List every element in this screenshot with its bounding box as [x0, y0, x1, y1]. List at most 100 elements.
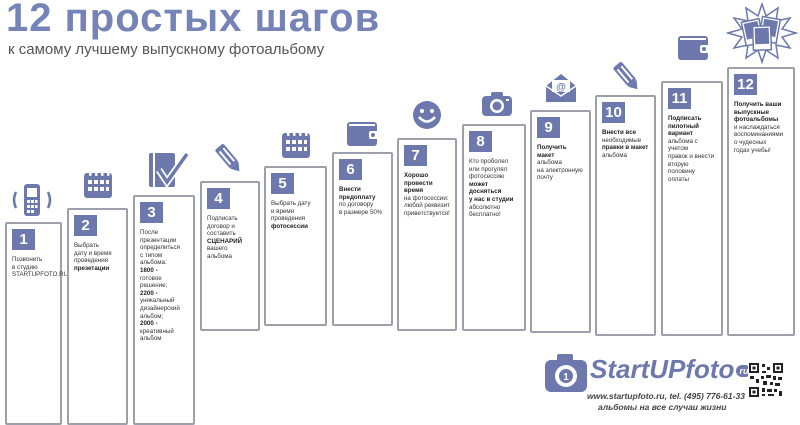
step-number: 8	[469, 131, 492, 152]
step-text-line: STARTUPFOTO.RU	[12, 271, 69, 279]
step-text-line: договор и составить	[207, 222, 236, 238]
step-text-line: и время	[271, 207, 294, 215]
step-text-line: в размере 50%	[339, 208, 383, 216]
step-text-line: провести время	[404, 179, 433, 195]
step-description: Подписать пилотный вариант альбома с учетом…	[668, 115, 717, 183]
email-icon: @	[544, 72, 578, 109]
step-description: Кто проболел или прогулял фотосессию может …	[469, 158, 520, 219]
step-text-line: Получить ваши	[734, 101, 782, 108]
step-text-line: Внести	[339, 186, 361, 193]
step-text-line: альбом	[140, 335, 162, 343]
step-text-line: Позвонить	[12, 256, 43, 263]
step-text-line: необходимые	[602, 136, 642, 144]
step-description: Подписать договор и составить СЦЕНАРИЙ ваше…	[207, 215, 254, 261]
step-text-line: фотосессию	[469, 173, 505, 181]
step-text-line: на электронную	[537, 166, 583, 174]
step-description: Выбрать дату и время проведения фотосессии	[271, 200, 321, 230]
step-text-line: о чудесных	[734, 138, 767, 146]
step-card-4: 4 Подписать договор и составить СЦЕНАРИЙ ваш…	[200, 181, 260, 331]
step-text-line: фотосессии	[271, 222, 308, 230]
step-text-line: презетации	[74, 264, 110, 272]
pencil-icon	[608, 60, 644, 101]
contact-line: www.startupfoto.ru, tel. (495) 776-61-33	[587, 391, 745, 401]
step-description: Внести все необходимые правки в макет альбо…	[602, 129, 650, 159]
step-text-line: у нас в студии	[469, 195, 514, 203]
step-text-line: Внести все	[602, 129, 637, 136]
step-card-5: 5 Выбрать дату и время проведения фотосессии	[264, 166, 327, 326]
pencil-icon	[210, 142, 246, 183]
step-number: 12	[734, 74, 757, 95]
step-text-line: Кто проболел	[469, 158, 509, 165]
step-card-1: 1 Позвонить в студию STARTUPFOTO.RU	[5, 222, 69, 425]
step-text-line: проведения	[271, 215, 306, 223]
camera-icon	[480, 90, 514, 123]
step-text-line: презентации	[140, 236, 177, 244]
step-description: Получить ваши выпускные фотоальбомы и насла…	[734, 101, 789, 154]
step-description: Получить макет альбома на электронную почту	[537, 144, 585, 182]
step-text-line: 1600 -	[140, 266, 158, 274]
step-text-line: с типом альбома:	[140, 251, 167, 267]
photos-icon	[725, 1, 799, 69]
step-description: Хорошо провести время на фотосессии: любой …	[404, 172, 451, 218]
step-text-line: альбома	[537, 159, 562, 167]
page-subtitle: к самому лучшему выпускному фотоальбому	[8, 41, 325, 58]
step-description: Выбрать дату и время проведения презетации	[74, 242, 122, 272]
step-number: 11	[668, 88, 691, 109]
step-text-line: альбома	[602, 151, 627, 159]
step-card-10: 10 Внести все необходимые правки в макет аль…	[595, 95, 656, 336]
phone-icon	[10, 182, 54, 223]
step-card-9: 9 Получить макет альбома на электронную почту	[530, 110, 591, 333]
step-text-line: абсолютно	[469, 203, 501, 211]
step-card-11: 11 Подписать пилотный вариант альбома с учет…	[661, 81, 723, 336]
step-number: 5	[271, 173, 294, 194]
step-text-line: воспоминаниями	[734, 131, 784, 139]
step-text-line: После	[140, 229, 159, 236]
qr-code-icon	[748, 362, 784, 398]
step-number: 2	[74, 215, 97, 236]
smiley-icon	[411, 99, 443, 136]
calendar-icon	[280, 128, 312, 165]
step-description: После презентации определиться с типом альб…	[140, 229, 189, 343]
step-text-line: альбом;	[140, 312, 164, 320]
step-text-line: на фотосессии:	[404, 194, 449, 202]
calendar-icon	[82, 168, 114, 205]
step-text-line: правок и внести	[668, 152, 715, 160]
step-text-line: определиться	[140, 244, 180, 252]
step-text-line: 2200 -	[140, 289, 158, 297]
wallet-icon	[676, 32, 712, 69]
step-text-line: годах учебы!	[734, 146, 771, 154]
step-text-line: бесплатно!	[469, 211, 501, 219]
step-text-line: креативный	[140, 327, 174, 335]
step-text-line: готовое решение;	[140, 274, 168, 290]
step-number: 10	[602, 102, 625, 123]
step-text-line: по договору	[339, 201, 374, 209]
step-text-line: проведения	[74, 257, 109, 265]
logo-camera-icon: 1	[545, 354, 587, 392]
step-description: Позвонить в студию STARTUPFOTO.RU	[12, 256, 69, 279]
svg-text:1: 1	[563, 372, 569, 383]
step-text-line: альбома с учетом	[668, 137, 698, 153]
step-text-line: вариант	[668, 130, 693, 138]
step-description: Внести предоплату по договору в размере 50%	[339, 186, 387, 216]
step-text-line: правки в макет	[602, 144, 649, 152]
step-text-line: дату и время	[74, 249, 112, 257]
brand-logo: StartUPfoto ru	[590, 354, 752, 385]
step-card-7: 7 Хорошо провести время на фотосессии: любой…	[397, 138, 457, 331]
wallet-icon	[345, 118, 381, 155]
step-text-line: или прогулял	[469, 165, 508, 173]
step-text-line: Подписать	[668, 115, 702, 122]
page-title: 12 простых шагов	[6, 0, 381, 40]
step-text-line: уникальный	[140, 297, 175, 305]
step-text-line: пилотный	[668, 122, 699, 130]
step-text-line: 2000 -	[140, 320, 158, 328]
step-card-12: 12 Получить ваши выпускные фотоальбомы и нас…	[727, 67, 795, 336]
step-text-line: в студию	[12, 263, 38, 271]
step-text-line: дизайнерский	[140, 304, 180, 312]
step-text-line: фотоальбомы	[734, 116, 779, 124]
step-number: 4	[207, 188, 230, 209]
step-text-line: оплаты	[668, 175, 689, 183]
logo-suffix: ru	[736, 365, 752, 378]
step-text-line: и наслаждаться	[734, 123, 780, 131]
step-card-8: 8 Кто проболел или прогулял фотосессию может…	[462, 124, 526, 331]
step-text-line: Хорошо	[404, 172, 429, 179]
